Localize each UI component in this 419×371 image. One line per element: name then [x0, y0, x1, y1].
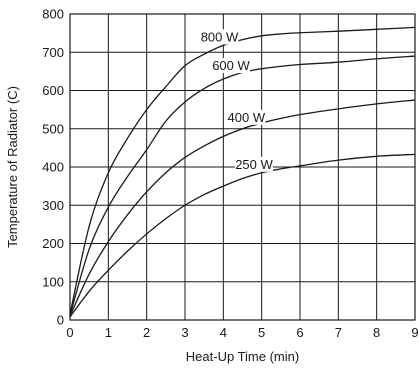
- series-label-bg-400-w: [227, 109, 266, 125]
- y-tick-label: 100: [42, 274, 64, 289]
- x-tick-label: 3: [181, 325, 188, 340]
- y-tick-label: 0: [57, 313, 64, 328]
- y-tick-label: 400: [42, 160, 64, 175]
- x-axis-title: Heat-Up Time (min): [186, 349, 299, 364]
- series-line-600-w: [69, 55, 416, 316]
- y-tick-label: 300: [42, 198, 64, 213]
- series-label-800-w: 800 W: [201, 29, 239, 44]
- x-axis-ticks: 0 1 2 3 4 5 6 7 8 9: [66, 325, 418, 340]
- x-tick-label: 2: [143, 325, 150, 340]
- x-tick-label: 9: [411, 325, 418, 340]
- series-label-600-w: 600 W: [212, 58, 250, 73]
- x-tick-label: 6: [296, 325, 303, 340]
- plot-frame: [69, 13, 416, 321]
- series-line-250-w: [69, 153, 416, 318]
- series-lines: [69, 26, 416, 318]
- x-tick-label: 7: [335, 325, 342, 340]
- x-tick-label: 5: [258, 325, 265, 340]
- y-tick-label: 600: [42, 83, 64, 98]
- series-label-250-w: 250 W: [235, 157, 273, 172]
- x-tick-label: 4: [220, 325, 227, 340]
- series-label-bg-800-w: [200, 29, 239, 45]
- y-tick-label: 800: [42, 7, 64, 22]
- y-tick-label: 700: [42, 45, 64, 60]
- y-axis-title: Temperature of Radiator (C): [5, 86, 20, 248]
- series-label-400-w: 400 W: [228, 110, 266, 125]
- y-axis-ticks: 0 100 200 300 400 500 600 700 800: [42, 7, 64, 328]
- x-tick-label: 0: [66, 325, 73, 340]
- y-tick-label: 200: [42, 236, 64, 251]
- series-line-400-w: [69, 99, 416, 317]
- series-label-bg-600-w: [212, 58, 250, 74]
- series-line-800-w: [69, 26, 416, 315]
- series-labels: 800 W 600 W 400 W 250 W: [200, 29, 274, 172]
- x-tick-label: 1: [105, 325, 112, 340]
- x-tick-label: 8: [373, 325, 380, 340]
- y-tick-label: 500: [42, 121, 64, 136]
- series-label-bg-250-w: [235, 156, 273, 172]
